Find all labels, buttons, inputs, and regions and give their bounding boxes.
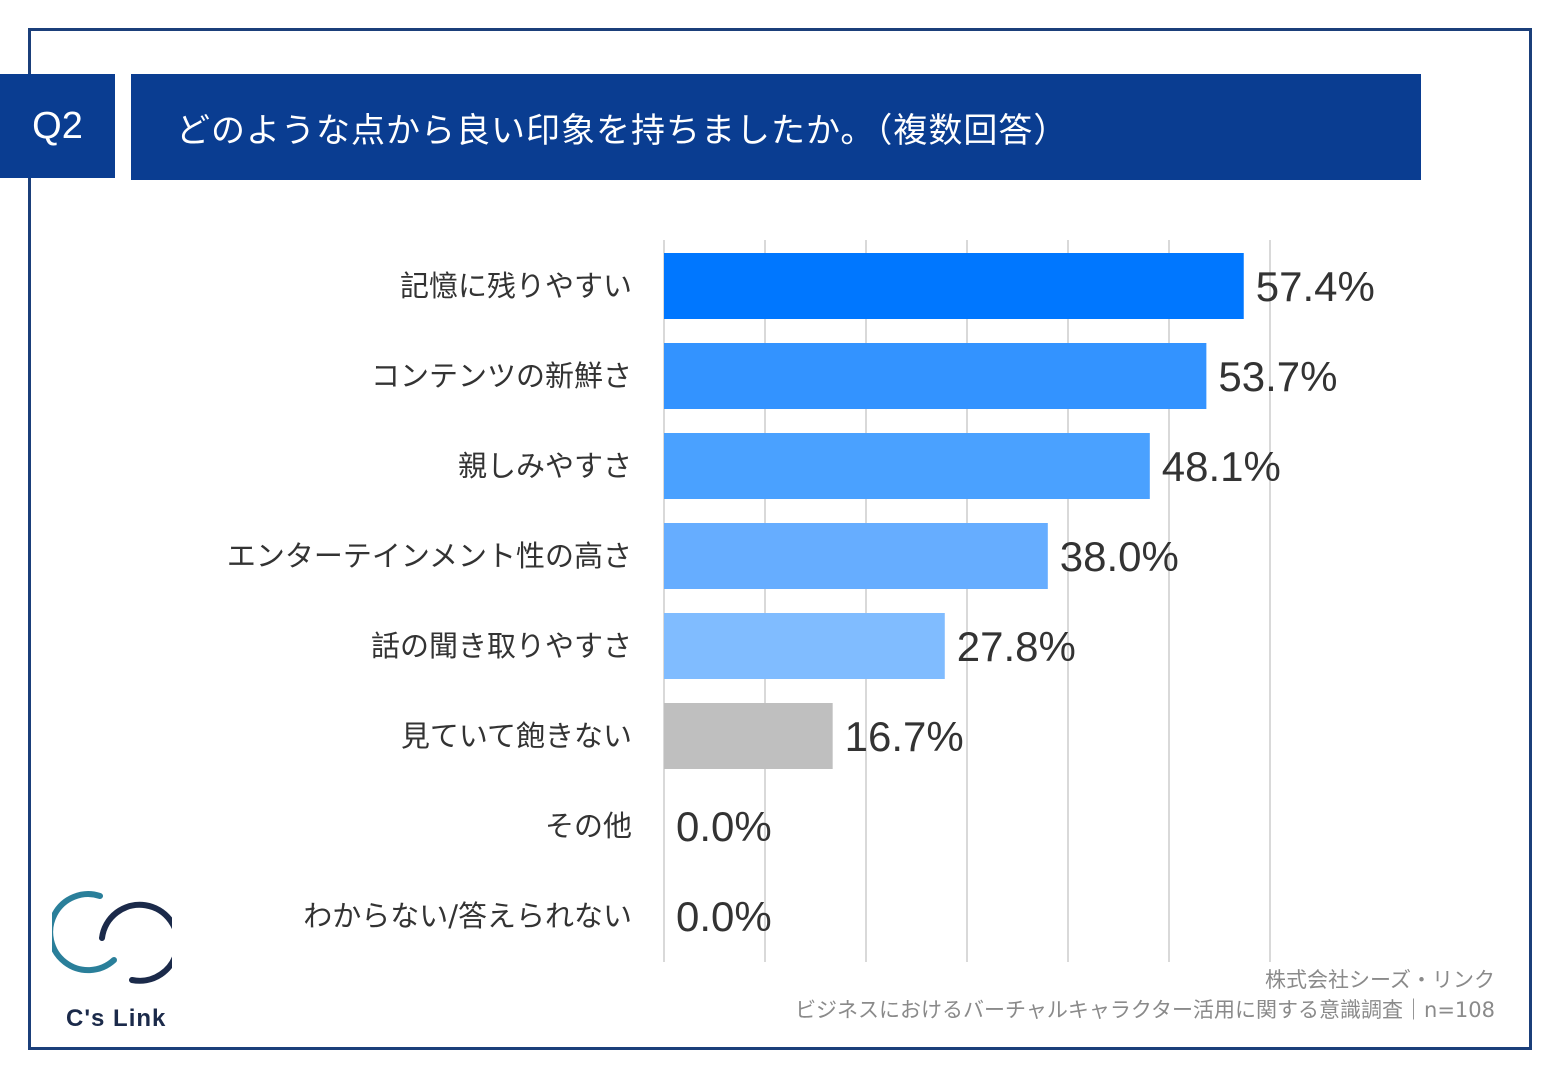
footer-company: 株式会社シーズ・リンク bbox=[1265, 968, 1495, 992]
bar bbox=[664, 703, 833, 769]
data-label: 48.1% bbox=[1162, 443, 1281, 490]
data-label: 16.7% bbox=[845, 713, 964, 760]
footer-survey: ビジネスにおけるバーチャルキャラクター活用に関する意識調査｜n=108 bbox=[795, 998, 1495, 1022]
category-label: 話の聞き取りやすさ bbox=[371, 629, 632, 663]
data-label: 0.0% bbox=[676, 803, 772, 850]
chart-frame bbox=[28, 28, 1532, 1050]
category-label: コンテンツの新鮮さ bbox=[371, 359, 632, 393]
question-number-badge: Q2 bbox=[0, 74, 115, 178]
category-label: わからない/答えられない bbox=[303, 899, 632, 933]
bar bbox=[664, 613, 945, 679]
category-label: エンターテインメント性の高さ bbox=[227, 539, 632, 573]
bar bbox=[664, 253, 1244, 319]
bar bbox=[664, 523, 1048, 589]
data-label: 53.7% bbox=[1218, 353, 1337, 400]
category-label: 見ていて飽きない bbox=[401, 719, 632, 753]
logo-text: C's Link bbox=[66, 1005, 167, 1032]
bar bbox=[664, 433, 1150, 499]
footer: 株式会社シーズ・リンク ビジネスにおけるバーチャルキャラクター活用に関する意識調… bbox=[795, 965, 1495, 1025]
question-title-bar: どのような点から良い印象を持ちましたか。（複数回答） bbox=[131, 74, 1421, 180]
data-label: 57.4% bbox=[1256, 263, 1375, 310]
data-label: 0.0% bbox=[676, 893, 772, 940]
question-number: Q2 bbox=[32, 104, 83, 147]
data-label: 38.0% bbox=[1060, 533, 1179, 580]
bar bbox=[664, 343, 1207, 409]
question-title: どのような点から良い印象を持ちましたか。（複数回答） bbox=[176, 110, 1069, 151]
category-label: 記憶に残りやすい bbox=[400, 269, 632, 303]
cs-link-logo-icon bbox=[52, 891, 172, 984]
category-label: その他 bbox=[545, 809, 632, 843]
category-label: 親しみやすさ bbox=[458, 449, 632, 483]
data-label: 27.8% bbox=[957, 623, 1076, 670]
